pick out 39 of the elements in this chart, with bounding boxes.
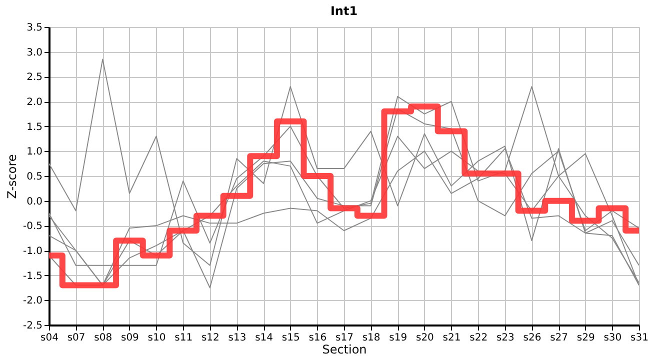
y-tick-label: 1.0 — [26, 146, 42, 158]
x-tick-label: s12 — [201, 332, 220, 344]
y-tick-label: -1.5 — [22, 270, 42, 282]
x-tick-label: s26 — [523, 332, 542, 344]
x-tick-label: s31 — [630, 332, 648, 344]
x-tick-label: s22 — [470, 332, 488, 344]
x-tick-label: s16 — [308, 332, 327, 344]
x-tick-label: s20 — [416, 332, 434, 344]
y-tick-label: 1.5 — [26, 122, 42, 133]
y-tick-label: 0.0 — [26, 196, 42, 208]
x-tick-label: s18 — [362, 332, 380, 344]
y-axis-title: Z-score — [4, 154, 19, 199]
y-tick-label: 3.5 — [26, 22, 42, 34]
x-tick-label: s07 — [67, 332, 86, 344]
x-tick-label: s14 — [255, 332, 274, 344]
x-tick-label: s08 — [94, 332, 112, 344]
y-tick-label: 0.5 — [26, 172, 42, 182]
x-tick-label: s11 — [174, 332, 193, 344]
y-tick-label: -1.0 — [22, 246, 42, 257]
y-tick-label: 2.0 — [26, 97, 42, 108]
x-tick-label: s29 — [576, 332, 595, 344]
x-tick-label: s21 — [442, 332, 461, 344]
y-tick-label: 3.0 — [26, 47, 42, 58]
x-tick-label: s23 — [496, 332, 514, 344]
x-tick-label: s09 — [120, 332, 139, 344]
y-tick-label: -2.0 — [22, 296, 42, 307]
x-tick-label: s19 — [389, 332, 408, 344]
x-tick-label: s27 — [550, 332, 568, 344]
y-tick-label: -0.5 — [22, 221, 42, 232]
y-tick-label: -2.5 — [22, 320, 42, 332]
x-tick-label: s30 — [604, 332, 622, 344]
x-tick-label: s15 — [282, 332, 300, 344]
x-tick-label: s10 — [148, 332, 166, 344]
chart-title: Int1 — [330, 4, 358, 18]
y-tick-label: 2.5 — [26, 72, 42, 84]
x-axis-title: Section — [322, 342, 367, 356]
x-tick-label: s17 — [336, 332, 354, 344]
x-tick-label: s13 — [228, 332, 246, 344]
x-tick-label: s04 — [40, 332, 58, 344]
